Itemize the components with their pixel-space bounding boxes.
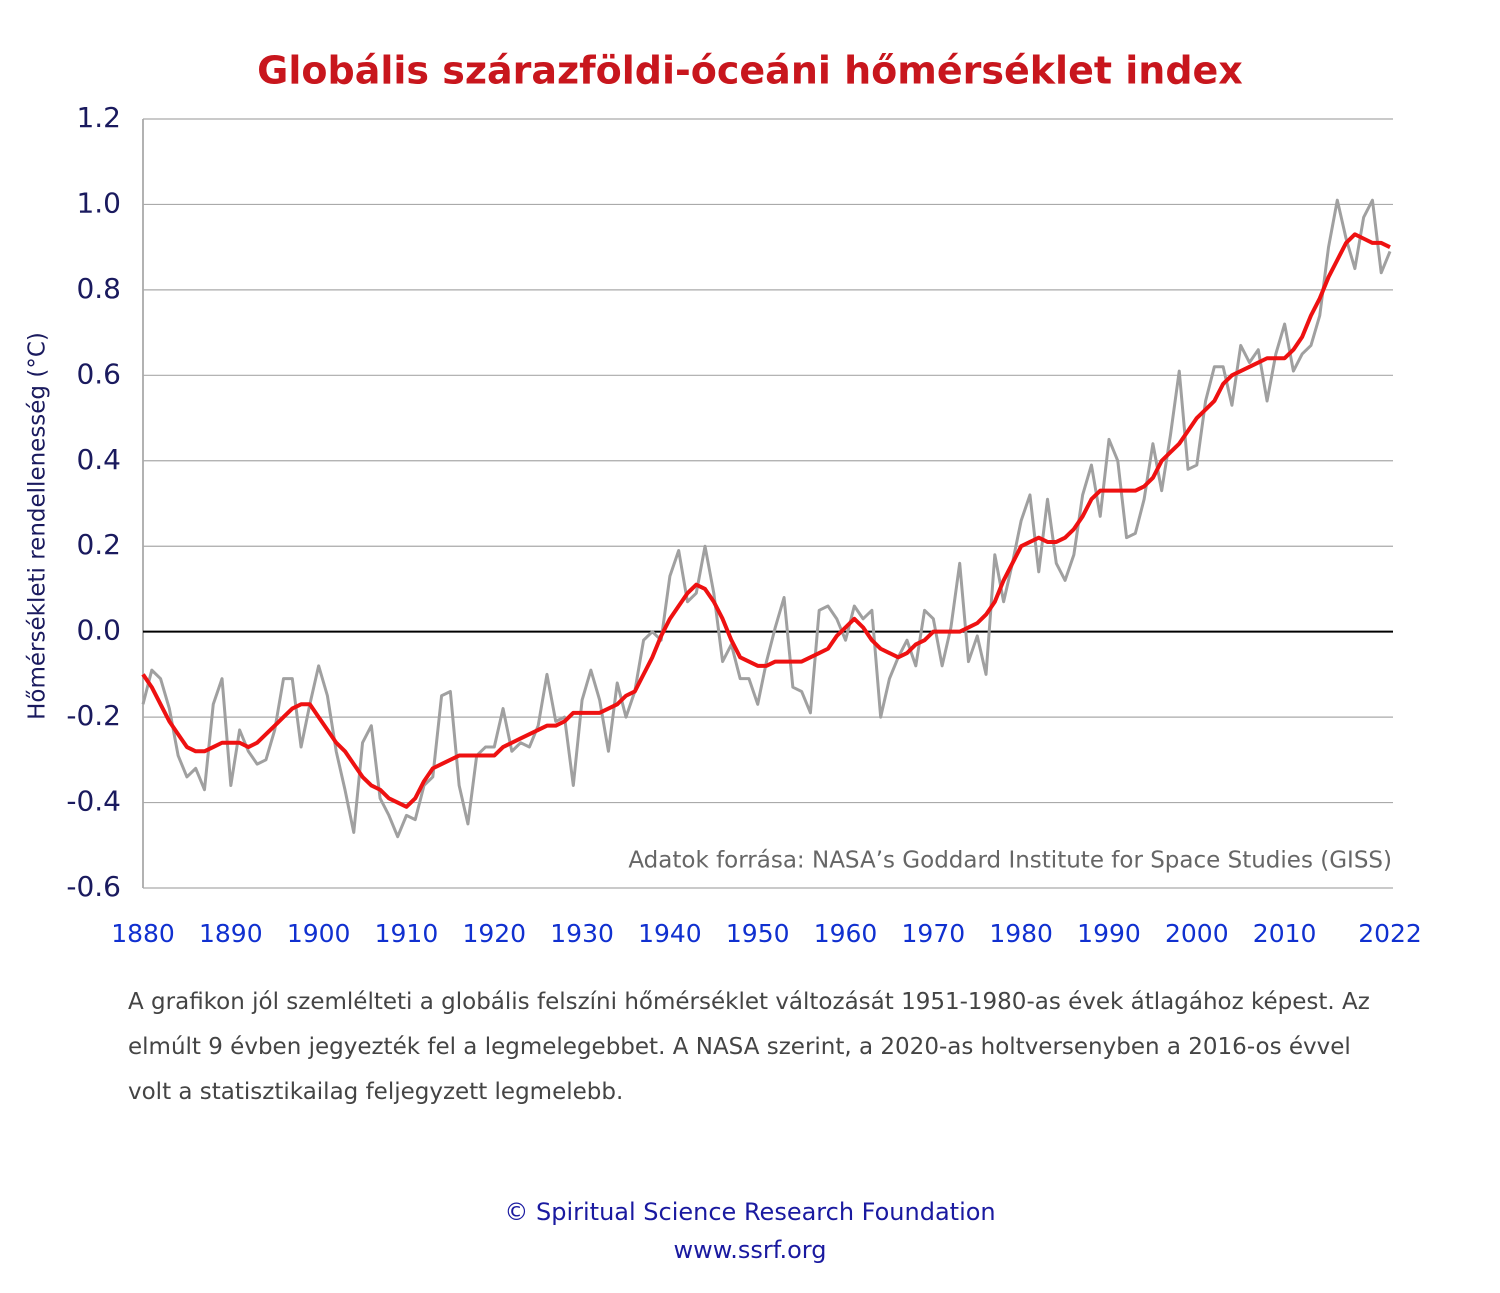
description: A grafikon jól szemlélteti a globális fe… (128, 989, 1370, 1105)
x-tick-label: 1970 (902, 919, 966, 948)
x-tick-label: 1980 (989, 919, 1053, 948)
x-tick-label: 2000 (1165, 919, 1229, 948)
x-tick-label: 1960 (814, 919, 878, 948)
y-tick-label: 1.0 (76, 186, 121, 219)
data-line (141, 232, 1391, 809)
y-tick-label: -0.2 (66, 699, 121, 732)
y-tick-label: -0.4 (66, 785, 121, 818)
data-line (141, 198, 1392, 839)
footer-url: www.ssrf.org (673, 1236, 827, 1264)
x-tick-label: 1890 (199, 919, 263, 948)
y-tick-label: 0.6 (76, 357, 121, 390)
y-tick-label: -0.6 (66, 870, 121, 903)
y-tick-label: 0.4 (76, 443, 121, 476)
y-tick-label: 1.2 (76, 101, 121, 134)
x-tick-label: 1940 (638, 919, 702, 948)
y-tick-label: 0.0 (76, 614, 121, 647)
y-axis-label: Hőmérsékleti rendellenesség (°C) (25, 332, 51, 720)
x-tick-label: 1990 (1077, 919, 1141, 948)
x-tick-label: 1950 (726, 919, 790, 948)
y-tick-label: 0.8 (76, 272, 121, 305)
annotation: Adatok forrása: NASA’s Goddard Institute… (628, 848, 1392, 874)
chart-title: Globális szárazföldi-óceáni hőmérséklet … (257, 49, 1243, 93)
x-tick-label: 1930 (550, 919, 614, 948)
x-tick-label: 2022 (1358, 919, 1422, 948)
chart: Globális szárazföldi-óceáni hőmérséklet … (25, 49, 1422, 949)
x-tick-label: 1880 (111, 919, 175, 948)
x-tick-label: 1900 (287, 919, 351, 948)
x-tick-label: 2010 (1253, 919, 1317, 948)
y-tick-label: 0.2 (76, 528, 121, 561)
x-tick-label: 1920 (462, 919, 526, 948)
footer-org: © Spiritual Science Research Foundation (504, 1198, 996, 1226)
x-tick-label: 1910 (375, 919, 439, 948)
